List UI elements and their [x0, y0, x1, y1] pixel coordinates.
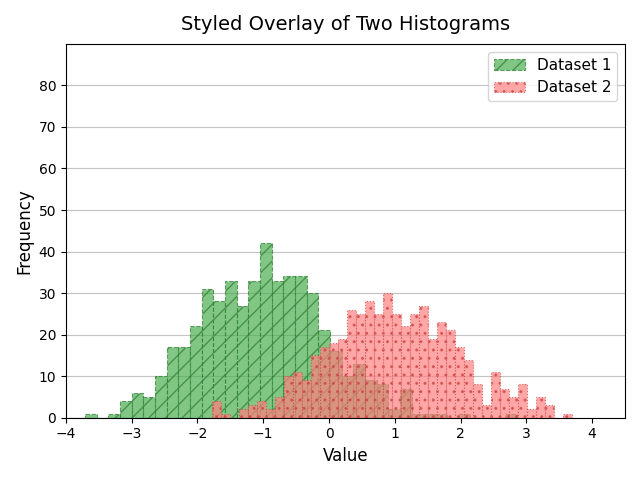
- Bar: [275, 397, 284, 418]
- Bar: [374, 314, 383, 418]
- Bar: [257, 401, 266, 418]
- Bar: [392, 314, 401, 418]
- X-axis label: Value: Value: [323, 447, 368, 465]
- Bar: [423, 414, 435, 418]
- Bar: [377, 384, 388, 418]
- Bar: [428, 339, 437, 418]
- Bar: [458, 414, 470, 418]
- Title: Styled Overlay of Two Histograms: Styled Overlay of Two Histograms: [181, 15, 510, 34]
- Bar: [166, 347, 179, 418]
- Bar: [266, 409, 275, 418]
- Bar: [330, 351, 342, 418]
- Bar: [527, 409, 536, 418]
- Bar: [348, 310, 356, 418]
- Bar: [356, 314, 365, 418]
- Bar: [212, 401, 221, 418]
- Bar: [401, 326, 410, 418]
- Bar: [271, 281, 284, 418]
- Bar: [85, 414, 97, 418]
- Bar: [412, 414, 423, 418]
- Bar: [437, 322, 446, 418]
- Bar: [132, 393, 143, 418]
- Legend: Dataset 1, Dataset 2: Dataset 1, Dataset 2: [488, 51, 618, 101]
- Bar: [307, 293, 318, 418]
- Bar: [213, 301, 225, 418]
- Bar: [455, 347, 464, 418]
- Bar: [388, 409, 400, 418]
- Bar: [330, 343, 339, 418]
- Bar: [353, 364, 365, 418]
- Bar: [237, 306, 248, 418]
- Bar: [446, 331, 455, 418]
- Bar: [365, 301, 374, 418]
- Bar: [225, 281, 237, 418]
- Bar: [339, 339, 348, 418]
- Bar: [473, 384, 482, 418]
- Bar: [143, 397, 155, 418]
- Bar: [311, 355, 321, 418]
- Bar: [284, 276, 295, 418]
- Bar: [321, 347, 330, 418]
- Bar: [248, 405, 257, 418]
- Bar: [464, 360, 473, 418]
- Bar: [410, 314, 419, 418]
- Bar: [563, 414, 572, 418]
- Bar: [260, 243, 271, 418]
- Bar: [536, 397, 545, 418]
- Bar: [190, 326, 202, 418]
- Bar: [293, 372, 302, 418]
- Bar: [509, 397, 518, 418]
- Bar: [221, 414, 230, 418]
- Bar: [50, 414, 61, 418]
- Bar: [500, 389, 509, 418]
- Bar: [491, 372, 500, 418]
- Bar: [419, 306, 428, 418]
- Bar: [155, 376, 166, 418]
- Bar: [365, 380, 377, 418]
- Bar: [295, 276, 307, 418]
- Bar: [505, 414, 516, 418]
- Bar: [248, 281, 260, 418]
- Bar: [342, 376, 353, 418]
- Bar: [108, 414, 120, 418]
- Y-axis label: Frequency: Frequency: [15, 188, 33, 274]
- Bar: [302, 380, 311, 418]
- Bar: [202, 289, 213, 418]
- Bar: [284, 376, 293, 418]
- Bar: [518, 384, 527, 418]
- Bar: [482, 405, 491, 418]
- Bar: [318, 331, 330, 418]
- Bar: [179, 347, 190, 418]
- Bar: [400, 389, 412, 418]
- Bar: [383, 293, 392, 418]
- Bar: [120, 401, 132, 418]
- Bar: [435, 414, 447, 418]
- Bar: [545, 405, 554, 418]
- Bar: [239, 409, 248, 418]
